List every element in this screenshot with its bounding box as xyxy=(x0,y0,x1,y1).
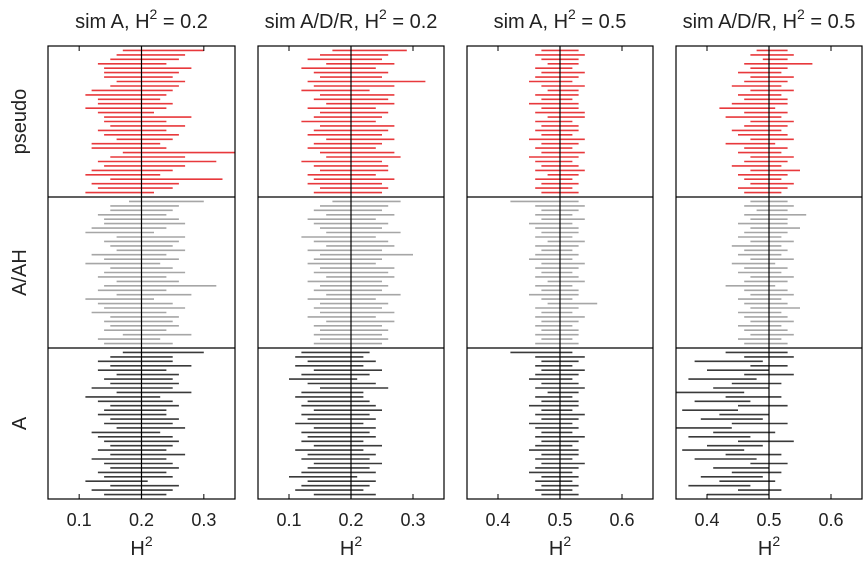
x-tick-label: 0.1 xyxy=(67,510,92,530)
x-tick-label: 0.5 xyxy=(756,510,781,530)
x-tick-label: 0.2 xyxy=(338,510,363,530)
group-label-aah: A/AH xyxy=(9,249,31,296)
x-axis-label: H2 xyxy=(758,533,780,560)
x-tick-label: 0.4 xyxy=(485,510,510,530)
x-tick-label: 0.3 xyxy=(191,510,216,530)
x-axis-label: H2 xyxy=(340,533,362,560)
panel-title: sim A/D/R, H2 = 0.2 xyxy=(265,6,438,33)
x-axis-label: H2 xyxy=(130,533,152,560)
x-tick-label: 0.2 xyxy=(129,510,154,530)
x-axis-label: H2 xyxy=(549,533,571,560)
x-tick-label: 0.1 xyxy=(276,510,301,530)
x-tick-label: 0.3 xyxy=(400,510,425,530)
panel-2: sim A/D/R, H2 = 0.2 0.1 0.2 0.3 H2 xyxy=(257,6,445,560)
panel-title: sim A, H2 = 0.5 xyxy=(494,6,627,33)
panel-1: sim A, H2 = 0.2 0.1 0.2 0.3 H2 xyxy=(47,6,236,560)
group-label-pseudo: pseudo xyxy=(9,89,31,155)
panel-title: sim A/D/R, H2 = 0.5 xyxy=(683,6,856,33)
x-tick-label: 0.5 xyxy=(547,510,572,530)
panel-3: sim A, H2 = 0.5 0.4 0.5 0.6 H2 xyxy=(466,6,654,560)
group-label-a: A xyxy=(9,416,31,430)
panel-title: sim A, H2 = 0.2 xyxy=(75,6,208,33)
x-tick-label: 0.6 xyxy=(818,510,843,530)
x-tick-label: 0.6 xyxy=(609,510,634,530)
panel-4: sim A/D/R, H2 = 0.5 0.4 0.5 0.6 H2 xyxy=(675,6,863,560)
x-tick-label: 0.4 xyxy=(694,510,719,530)
